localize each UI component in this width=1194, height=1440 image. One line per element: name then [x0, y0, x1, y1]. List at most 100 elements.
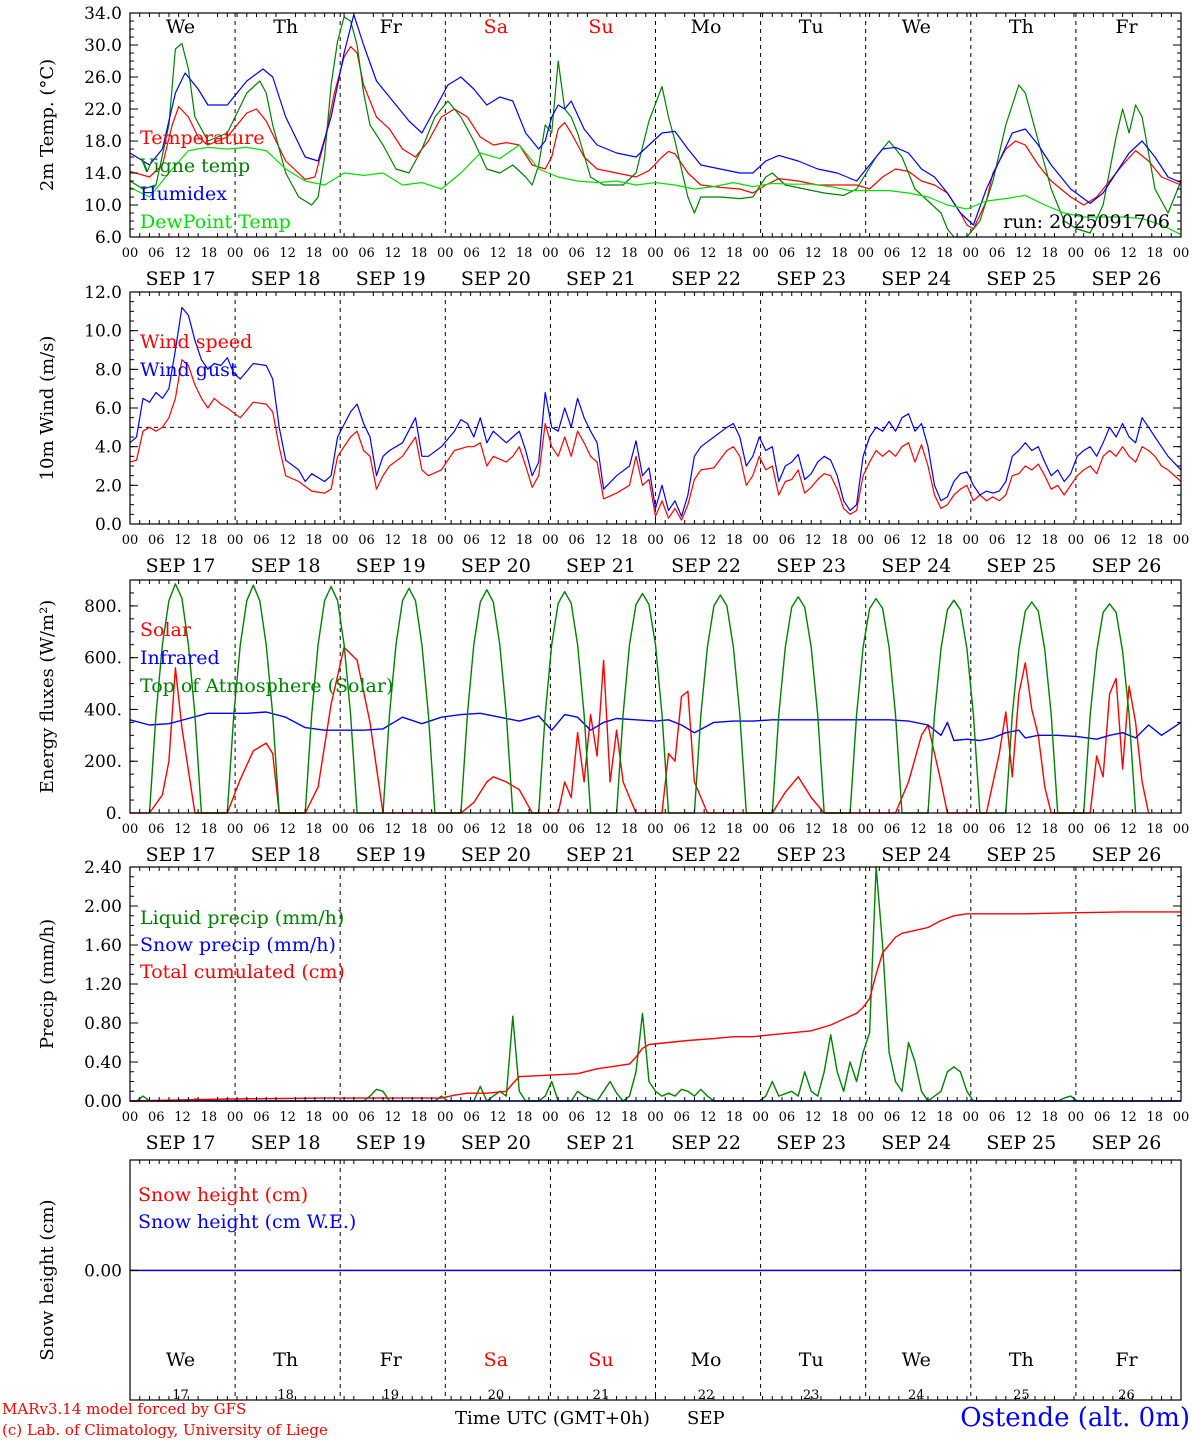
series-line-wind-speed [129, 359, 1182, 521]
legend-entry: Liquid precip (mm/h) [140, 907, 344, 929]
y-tick-label: 0. [106, 804, 122, 824]
day-name-label: Th [1009, 16, 1034, 38]
x-hour-label: 12 [910, 533, 927, 548]
x-hour-label: 12 [700, 246, 717, 261]
x-date-label: SEP 21 [566, 268, 636, 290]
legend-entry: Temperature [140, 127, 264, 149]
x-hour-label: 00 [647, 246, 664, 261]
x-hour-label: 18 [201, 246, 218, 261]
y-axis-title: Precip (mm/h) [37, 919, 58, 1049]
y-tick-label: 0.0 [95, 515, 122, 535]
x-date-label: SEP 18 [251, 268, 321, 290]
grid-layer [130, 13, 1181, 1400]
day-name-label: We [166, 16, 195, 38]
x-hour-label: 18 [306, 246, 323, 261]
y-tick-label: 4.0 [95, 438, 122, 458]
x-hour-label: 00 [647, 533, 664, 548]
x-hour-label: 00 [332, 246, 349, 261]
legend-entry: Snow height (cm W.E.) [138, 1211, 356, 1233]
y-tick-label: 2.40 [84, 858, 122, 878]
x-hour-label: 06 [568, 246, 585, 261]
y-tick-label: 2.00 [84, 897, 122, 917]
x-hour-label: 00 [963, 533, 980, 548]
day-number-label: 20 [488, 1388, 505, 1403]
day-name-label: Sa [484, 1349, 508, 1371]
x-hour-label: 00 [437, 822, 454, 837]
y-tick-label: 0.40 [84, 1053, 122, 1073]
x-hour-label: 06 [674, 246, 691, 261]
frames-layer [129, 12, 1182, 1401]
x-hour-label: 12 [700, 533, 717, 548]
x-hour-label: 12 [490, 533, 507, 548]
y-tick-label: 1.60 [84, 936, 122, 956]
x-hour-label: 12 [910, 1110, 927, 1125]
x-hour-label: 00 [437, 246, 454, 261]
x-hour-label: 12 [700, 822, 717, 837]
x-hour-label: 12 [174, 533, 191, 548]
y-tick-label: 1.20 [84, 975, 122, 995]
legend-entry: Humidex [140, 183, 227, 205]
y-tick-label: 6.0 [95, 399, 122, 419]
x-hour-label: 18 [411, 533, 428, 548]
x-date-label: SEP 17 [146, 844, 216, 866]
y-tick-label: 18.0 [84, 132, 122, 152]
x-hour-label: 18 [726, 822, 743, 837]
y-tick-label: 6.0 [95, 228, 122, 248]
day-number-label: 25 [1013, 1388, 1030, 1403]
x-hour-label: 18 [936, 822, 953, 837]
x-hour-label: 00 [122, 1110, 139, 1125]
x-hour-label: 12 [1120, 1110, 1137, 1125]
x-hour-label: 12 [910, 246, 927, 261]
x-hour-label: 00 [1068, 533, 1085, 548]
x-hour-label: 00 [227, 1110, 244, 1125]
legend-entry: Wind gust [140, 359, 238, 381]
day-name-label: Sa [484, 16, 508, 38]
day-name-label: Th [1009, 1349, 1034, 1371]
x-hour-label: 12 [595, 246, 612, 261]
x-hour-label: 00 [1173, 822, 1190, 837]
x-hour-label: 00 [963, 246, 980, 261]
x-hour-label: 18 [411, 246, 428, 261]
x-date-label: SEP 22 [671, 268, 741, 290]
legend-entry: DewPoint Temp [140, 211, 291, 233]
x-hour-label: 12 [700, 1110, 717, 1125]
x-hour-label: 06 [148, 822, 165, 837]
x-hour-label: 00 [963, 1110, 980, 1125]
legend-entry: Top of Atmosphere (Solar) [140, 675, 393, 697]
x-date-label: SEP 24 [881, 844, 951, 866]
x-hour-label: 12 [384, 1110, 401, 1125]
x-hour-label: 00 [542, 822, 559, 837]
x-hour-label: 12 [805, 533, 822, 548]
x-hour-label: 00 [1173, 246, 1190, 261]
x-hour-label: 12 [805, 822, 822, 837]
x-hour-label: 06 [568, 533, 585, 548]
day-name-label: We [166, 1349, 195, 1371]
x-hour-label: 12 [1120, 246, 1137, 261]
day-name-label: Fr [380, 16, 403, 38]
x-hour-label: 18 [726, 1110, 743, 1125]
series-line-top-of-atmosphere-solar [148, 583, 1137, 814]
x-date-label: SEP 17 [146, 555, 216, 577]
y-tick-label: 400. [84, 700, 122, 720]
x-hour-label: 18 [1146, 246, 1163, 261]
legend-entry: Total cumulated (cm) [140, 961, 345, 983]
x-date-label: SEP 20 [461, 844, 531, 866]
legend-entry: Solar [140, 619, 192, 641]
x-hour-label: 18 [201, 1110, 218, 1125]
x-date-label: SEP 25 [986, 268, 1056, 290]
x-hour-label: 12 [1120, 822, 1137, 837]
x-hour-label: 06 [253, 1110, 270, 1125]
x-hour-label: 06 [463, 1110, 480, 1125]
x-date-label: SEP 18 [251, 1132, 321, 1154]
x-hour-label: 06 [253, 246, 270, 261]
x-hour-label: 12 [279, 533, 296, 548]
y-tick-label: 600. [84, 649, 122, 669]
x-hour-label: 18 [516, 822, 533, 837]
x-hour-label: 12 [279, 822, 296, 837]
x-hour-label: 00 [542, 533, 559, 548]
credit-line-1: MARv3.14 model forced by GFS [2, 1400, 246, 1418]
day-name-label: We [902, 16, 931, 38]
day-number-label: 23 [803, 1388, 820, 1403]
day-name-label: Fr [380, 1349, 403, 1371]
